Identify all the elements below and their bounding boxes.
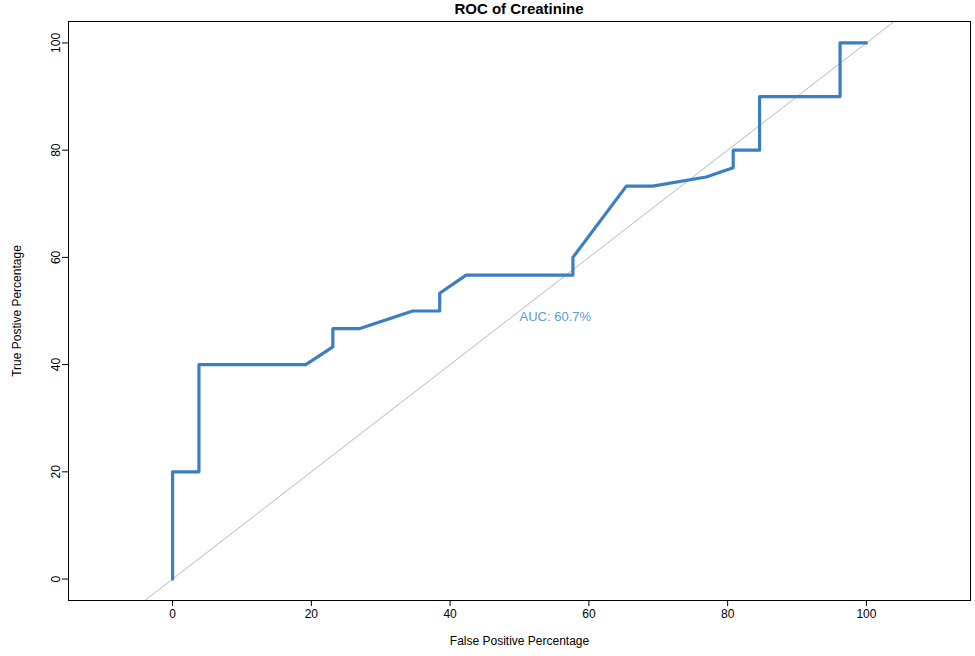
svg-text:100: 100 (49, 33, 63, 53)
svg-text:AUC: 60.7%: AUC: 60.7% (520, 309, 592, 324)
svg-text:60: 60 (582, 607, 596, 621)
html-text:ROC of Creatinine: ROC of Creatinine (454, 0, 584, 17)
svg-text:20: 20 (305, 607, 319, 621)
svg-text:0: 0 (169, 607, 176, 621)
svg-text:100: 100 (856, 607, 876, 621)
svg-text:80: 80 (49, 143, 63, 157)
svg-text:20: 20 (49, 465, 63, 479)
svg-text:False Positive Percentage: False Positive Percentage (450, 634, 590, 648)
svg-text:True Postive Percentage: True Postive Percentage (10, 245, 24, 377)
svg-text:40: 40 (49, 358, 63, 372)
svg-text:60: 60 (49, 250, 63, 264)
svg-text:0: 0 (49, 575, 63, 582)
svg-text:80: 80 (721, 607, 735, 621)
svg-text:40: 40 (443, 607, 457, 621)
